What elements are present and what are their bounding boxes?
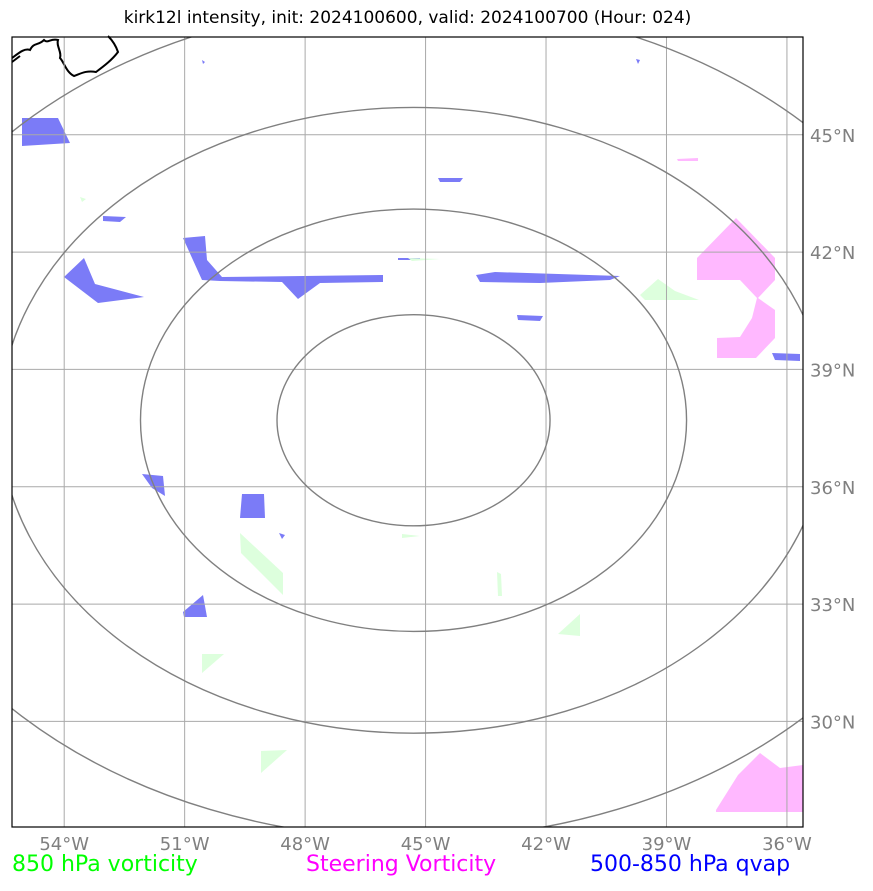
lon-tick-labels: 54°W 51°W 48°W 45°W 42°W 39°W 36°W: [39, 834, 812, 855]
lat-tick-label: 39°N: [810, 360, 855, 381]
lon-tick-label: 51°W: [160, 834, 210, 855]
steering-patch: [697, 218, 775, 358]
legend-steering-vorticity: Steering Vorticity: [306, 852, 497, 877]
qvap-patch: [183, 595, 207, 617]
range-ring: [276, 313, 551, 527]
qvap-patch: [772, 353, 800, 361]
lon-tick-label: 39°W: [642, 834, 692, 855]
map-title: kirk12l intensity, init: 2024100600, val…: [123, 8, 692, 28]
qvap-patch: [103, 216, 126, 222]
vort850-patch: [202, 654, 224, 673]
qvap-field: [22, 59, 800, 617]
lat-tick-label: 30°N: [810, 712, 855, 733]
qvap-patch: [476, 272, 620, 283]
range-ring: [12, 37, 803, 827]
vort850-patch: [497, 572, 502, 596]
qvap-patch: [240, 494, 265, 518]
vort850-patch: [558, 614, 580, 636]
lon-tick-label: 45°W: [401, 834, 451, 855]
lon-tick-label: 54°W: [39, 834, 89, 855]
lon-tick-label: 36°W: [762, 834, 812, 855]
vort850-field: [80, 197, 699, 773]
legend-qvap: 500-850 hPa qvap: [590, 852, 791, 877]
vort850-patch: [408, 258, 440, 261]
lat-tick-label: 36°N: [810, 478, 855, 499]
qvap-patch: [517, 315, 543, 321]
lon-tick-label: 42°W: [521, 834, 571, 855]
vort850-patch: [402, 534, 420, 538]
vort850-patch: [640, 279, 699, 300]
qvap-patch: [636, 59, 640, 64]
lon-tick-label: 48°W: [280, 834, 330, 855]
range-ring: [12, 106, 803, 734]
qvap-patch: [64, 258, 144, 303]
qvap-patch: [202, 60, 205, 64]
graticule: [12, 37, 803, 827]
steering-patch: [677, 158, 698, 161]
vort850-patch: [80, 197, 86, 202]
vort850-patch: [261, 750, 287, 773]
vort850-patch: [240, 533, 283, 595]
lat-tick-label: 42°N: [810, 243, 855, 264]
coastline: [11, 35, 120, 78]
lat-tick-label: 45°N: [810, 126, 855, 147]
map-frame: [11, 36, 804, 828]
range-ring: [139, 208, 688, 633]
legend-850-vorticity: 850 hPa vorticity: [12, 852, 198, 877]
range-rings: [12, 37, 803, 827]
qvap-patch: [438, 178, 463, 182]
steering-patch: [716, 753, 803, 812]
qvap-patch: [22, 118, 70, 146]
qvap-patch: [279, 533, 285, 539]
qvap-patch: [183, 236, 383, 299]
steering-field: [677, 158, 803, 812]
lat-tick-label: 33°N: [810, 595, 855, 616]
lat-tick-labels: 45°N 42°N 39°N 36°N 33°N 30°N: [810, 126, 855, 734]
